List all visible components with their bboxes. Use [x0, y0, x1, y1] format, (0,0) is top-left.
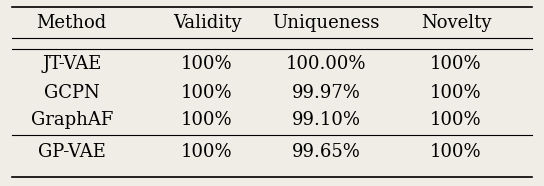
Text: 100%: 100%	[181, 143, 233, 161]
Text: GCPN: GCPN	[44, 84, 100, 102]
Text: 100%: 100%	[181, 111, 233, 129]
Text: 100%: 100%	[430, 111, 482, 129]
Text: GraphAF: GraphAF	[30, 111, 113, 129]
Text: Novelty: Novelty	[421, 14, 491, 32]
Text: GP-VAE: GP-VAE	[38, 143, 106, 161]
Text: 99.10%: 99.10%	[292, 111, 361, 129]
Text: Validity: Validity	[173, 14, 242, 32]
Text: 99.97%: 99.97%	[292, 84, 361, 102]
Text: 100%: 100%	[181, 55, 233, 73]
Text: 100%: 100%	[181, 84, 233, 102]
Text: Uniqueness: Uniqueness	[273, 14, 380, 32]
Text: 100%: 100%	[430, 143, 482, 161]
Text: JT-VAE: JT-VAE	[42, 55, 101, 73]
Text: 99.65%: 99.65%	[292, 143, 361, 161]
Text: 100.00%: 100.00%	[286, 55, 366, 73]
Text: 100%: 100%	[430, 55, 482, 73]
Text: Method: Method	[36, 14, 107, 32]
Text: 100%: 100%	[430, 84, 482, 102]
